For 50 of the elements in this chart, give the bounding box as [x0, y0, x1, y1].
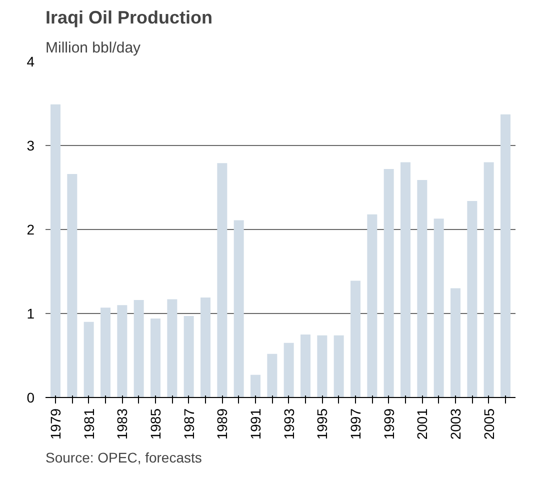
bar [484, 162, 494, 398]
bar [317, 335, 328, 398]
x-tick-label: 1995 [314, 408, 330, 440]
bar [50, 104, 60, 398]
bar [334, 335, 344, 398]
bar [100, 308, 110, 398]
y-tick-label: 0 [26, 390, 35, 406]
x-tick-label: 1979 [48, 408, 64, 440]
bar [117, 305, 128, 398]
x-tick-label: 1981 [80, 408, 97, 440]
bar [134, 300, 144, 398]
bar [150, 318, 160, 398]
bar [434, 218, 444, 398]
bar [250, 374, 260, 398]
bar [500, 114, 510, 398]
bar [267, 354, 278, 398]
chart-subtitle: Million bbl/day [46, 40, 142, 56]
y-tick-label: 3 [26, 138, 35, 154]
x-tick-label: 1991 [248, 408, 264, 440]
bar [234, 220, 244, 398]
chart-title: Iraqi Oil Production [46, 8, 213, 28]
x-tick-label: 1993 [280, 408, 297, 440]
x-tick-label: 2005 [480, 408, 497, 440]
bar [84, 322, 94, 398]
bar [284, 342, 294, 398]
bar [417, 180, 428, 398]
x-tick-label: 1985 [148, 408, 164, 440]
bar [350, 280, 360, 398]
bar [467, 200, 478, 398]
bar [367, 214, 378, 398]
bar [384, 169, 394, 398]
bar [200, 298, 210, 398]
source-note: Source: OPEC, forecasts [46, 450, 202, 466]
x-tick-label: 2001 [414, 408, 430, 440]
x-tick-label: 1999 [380, 408, 397, 440]
bar [167, 299, 178, 398]
x-tick-label: 1987 [180, 408, 197, 440]
y-tick-label: 4 [26, 54, 35, 70]
bar [184, 316, 194, 398]
x-tick-label: 1997 [348, 408, 364, 440]
bar [400, 162, 410, 398]
bar [217, 163, 228, 398]
bar [67, 174, 78, 398]
x-tick-label: 1989 [214, 408, 230, 440]
x-tick-label: 1983 [114, 408, 130, 440]
bar [450, 288, 460, 398]
y-tick-label: 2 [26, 222, 35, 238]
bar [300, 334, 310, 398]
y-tick-label: 1 [26, 306, 35, 322]
x-tick-label: 2003 [448, 408, 464, 440]
